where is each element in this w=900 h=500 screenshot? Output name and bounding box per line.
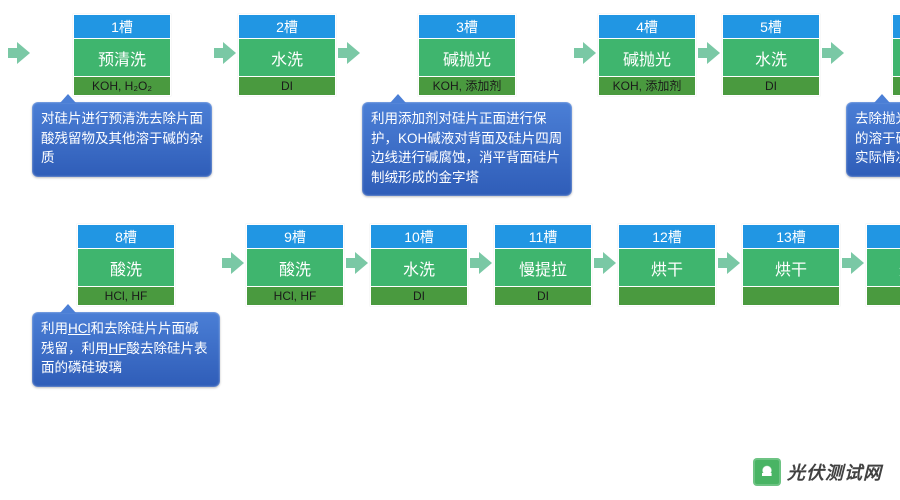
- callout: 去除抛光槽中硅片表面残留的溶于碱/酸的杂质（可根据实际情况采用碱/酸后清洗）: [846, 102, 900, 177]
- step-chemical: DI: [371, 287, 467, 305]
- step-number: 9槽: [247, 225, 343, 249]
- step-chemical: DI: [723, 77, 819, 95]
- arrow-icon: [222, 252, 244, 274]
- step-title: 碱抛光: [419, 39, 515, 77]
- step-number: 10槽: [371, 225, 467, 249]
- step-box: 8槽酸洗HCl, HF: [77, 224, 175, 306]
- step-title: 水洗: [371, 249, 467, 287]
- step-title: 烘干: [743, 249, 839, 287]
- step-title: 酸洗: [78, 249, 174, 287]
- watermark: 光伏测试网: [753, 458, 882, 486]
- step-chemical: KOH, 添加剂: [419, 77, 515, 95]
- step-1槽: 1槽预清洗KOH, H₂O₂对硅片进行预清洗去除片面酸残留物及其他溶于碱的杂质: [32, 14, 212, 177]
- arrow-icon: [214, 42, 236, 64]
- wechat-icon: [753, 458, 781, 486]
- step-box: 13槽烘干: [742, 224, 840, 306]
- step-number: 13槽: [743, 225, 839, 249]
- arrow-icon: [594, 252, 616, 274]
- step-14槽: 14槽烘干: [866, 224, 900, 306]
- step-4槽: 4槽碱抛光KOH, 添加剂: [598, 14, 696, 96]
- arrow-icon: [574, 42, 596, 64]
- step-2槽: 2槽水洗DI: [238, 14, 336, 96]
- step-11槽: 11槽慢提拉DI: [494, 224, 592, 306]
- step-chemical: [619, 287, 715, 305]
- step-3槽: 3槽碱抛光KOH, 添加剂利用添加剂对硅片正面进行保护，KOH碱液对背面及硅片四…: [362, 14, 572, 196]
- step-9槽: 9槽酸洗HCl, HF: [246, 224, 344, 306]
- step-chemical: HCl, HF: [78, 287, 174, 305]
- flow-row-2: 8槽酸洗HCl, HF利用HCl和去除硅片片面碱残留，利用HF酸去除硅片表面的磷…: [0, 196, 900, 387]
- step-number: 1槽: [74, 15, 170, 39]
- step-chemical: DI: [239, 77, 335, 95]
- step-title: 碱抛光: [599, 39, 695, 77]
- step-chemical: DI: [495, 287, 591, 305]
- step-chemical: [867, 287, 900, 305]
- arrow-icon: [718, 252, 740, 274]
- step-chemical: HCl, HF: [247, 287, 343, 305]
- arrow-icon: [338, 42, 360, 64]
- step-number: 14槽: [867, 225, 900, 249]
- watermark-text: 光伏测试网: [787, 459, 882, 485]
- step-title: 水洗: [723, 39, 819, 77]
- step-box: 4槽碱抛光KOH, 添加剂: [598, 14, 696, 96]
- step-number: 4槽: [599, 15, 695, 39]
- callout: 对硅片进行预清洗去除片面酸残留物及其他溶于碱的杂质: [32, 102, 212, 177]
- callout: 利用添加剂对硅片正面进行保护，KOH碱液对背面及硅片四周边线进行碱腐蚀，消平背面…: [362, 102, 572, 196]
- flow-row-1: 1槽预清洗KOH, H₂O₂对硅片进行预清洗去除片面酸残留物及其他溶于碱的杂质2…: [0, 0, 900, 196]
- step-8槽: 8槽酸洗HCl, HF利用HCl和去除硅片片面碱残留，利用HF酸去除硅片表面的磷…: [32, 224, 220, 387]
- step-title: 后清洗: [893, 39, 900, 77]
- step-number: 3槽: [419, 15, 515, 39]
- step-title: 慢提拉: [495, 249, 591, 287]
- step-13槽: 13槽烘干: [742, 224, 840, 306]
- step-box: 1槽预清洗KOH, H₂O₂: [73, 14, 171, 96]
- step-5槽: 5槽水洗DI: [722, 14, 820, 96]
- step-box: 14槽烘干: [866, 224, 900, 306]
- step-title: 烘干: [619, 249, 715, 287]
- step-number: 12槽: [619, 225, 715, 249]
- step-chemical: KOH, H₂O₂: [74, 77, 170, 95]
- arrow-icon: [470, 252, 492, 274]
- step-box: 11槽慢提拉DI: [494, 224, 592, 306]
- step-number: 6槽: [893, 15, 900, 39]
- step-12槽: 12槽烘干: [618, 224, 716, 306]
- step-10槽: 10槽水洗DI: [370, 224, 468, 306]
- step-chemical: [743, 287, 839, 305]
- step-number: 2槽: [239, 15, 335, 39]
- step-box: 2槽水洗DI: [238, 14, 336, 96]
- step-number: 11槽: [495, 225, 591, 249]
- step-title: 酸洗: [247, 249, 343, 287]
- step-number: 8槽: [78, 225, 174, 249]
- arrow-icon: [842, 252, 864, 274]
- step-box: 6槽后清洗KOH, H₂O₂: [892, 14, 900, 96]
- step-chemical: KOH, 添加剂: [599, 77, 695, 95]
- step-number: 5槽: [723, 15, 819, 39]
- step-chemical: KOH, H₂O₂: [893, 77, 900, 95]
- step-box: 12槽烘干: [618, 224, 716, 306]
- arrow-icon: [822, 42, 844, 64]
- step-title: 水洗: [239, 39, 335, 77]
- step-box: 9槽酸洗HCl, HF: [246, 224, 344, 306]
- step-box: 5槽水洗DI: [722, 14, 820, 96]
- step-box: 10槽水洗DI: [370, 224, 468, 306]
- step-title: 预清洗: [74, 39, 170, 77]
- step-box: 3槽碱抛光KOH, 添加剂: [418, 14, 516, 96]
- arrow-icon: [8, 42, 30, 64]
- step-title: 烘干: [867, 249, 900, 287]
- callout: 利用HCl和去除硅片片面碱残留，利用HF酸去除硅片表面的磷硅玻璃: [32, 312, 220, 387]
- arrow-icon: [346, 252, 368, 274]
- step-6槽: 6槽后清洗KOH, H₂O₂ 去除抛光槽中硅片表面残留的溶于碱/酸的杂质（可根据实…: [846, 14, 900, 177]
- arrow-icon: [698, 42, 720, 64]
